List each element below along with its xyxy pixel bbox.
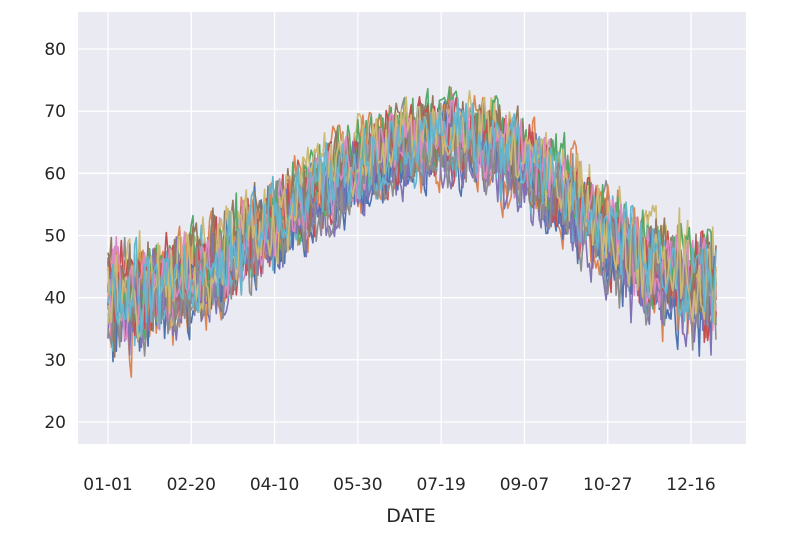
series-group (107, 85, 717, 378)
y-tick-label: 30 (44, 351, 66, 371)
x-tick-label: 12-16 (666, 475, 715, 495)
x-tick-label: 02-20 (167, 475, 216, 495)
y-tick-label: 50 (44, 227, 66, 247)
plot-area (78, 12, 746, 444)
y-tick-label: 80 (44, 40, 66, 60)
x-axis-label: DATE (386, 505, 435, 527)
y-tick-label: 60 (44, 164, 66, 184)
y-tick-label: 70 (44, 102, 66, 122)
x-tick-label: 01-01 (83, 475, 132, 495)
x-tick-label: 04-10 (250, 475, 299, 495)
series-line (107, 90, 717, 340)
x-tick-label: 10-27 (583, 475, 632, 495)
y-tick-label: 20 (44, 413, 66, 433)
series-line (107, 97, 717, 339)
x-tick-label: 05-30 (333, 475, 382, 495)
y-axis-ticks: 20 30 40 50 60 70 80 (44, 40, 66, 433)
x-axis-ticks: 01-01 02-20 04-10 05-30 07-19 09-07 10-27 12-16 (83, 475, 715, 495)
x-tick-label: 07-19 (416, 475, 465, 495)
y-tick-label: 40 (44, 289, 66, 309)
x-tick-label: 09-07 (500, 475, 549, 495)
